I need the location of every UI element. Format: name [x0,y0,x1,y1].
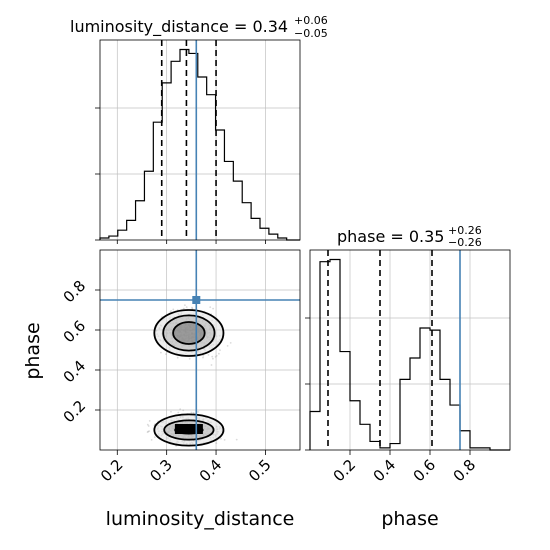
scatter-point [210,364,213,366]
scatter-point [147,425,150,427]
joint-density-panel [99,249,301,451]
luminosity-distance-title-lower: −0.05 [294,27,328,40]
scatter-point [165,353,167,355]
scatter-point [146,423,149,426]
phase-ytick-label: 0.6 [60,317,90,347]
luminosity-distance-histogram-panel [99,39,301,241]
phase-xtick-label: 0.2 [330,456,360,486]
x-axis-label-phase: phase [381,508,438,530]
scatter-point [192,411,195,414]
luminosity-xtick-label: 0.2 [97,456,127,486]
phase-title: phase = 0.35 [337,227,444,246]
luminosity-distance-histogram-line [99,48,300,241]
scatter-point [147,430,150,433]
scatter-point [177,411,180,414]
scatter-point [182,307,185,310]
scatter-point [153,436,156,439]
phase-xtick-label: 0.6 [410,456,440,486]
phase-histogram-panel [309,249,511,451]
scatter-point [215,442,218,444]
scatter-point [214,356,217,358]
luminosity-xtick-label: 0.5 [245,456,275,486]
scatter-point [191,306,193,309]
scatter-point [170,310,173,312]
phase-xtick-label: 0.8 [450,456,480,486]
scatter-point [188,357,191,360]
scatter-point [190,411,193,414]
scatter-point [172,308,175,311]
scatter-point [226,345,229,347]
x-axis-label-luminosity-distance: luminosity_distance [106,508,295,530]
scatter-point [185,306,188,308]
tick-layer: 0.2 0.3 0.4 0.5 0.2 0.4 0.6 0.8 0.2 0.4 0.6 0.8 [60,107,480,486]
density-contour-1-1 [163,419,215,441]
scatter-point [212,357,214,360]
phase-ytick-label: 0.4 [60,357,90,387]
scatter-point [197,411,199,413]
luminosity-distance-title-upper: +0.06 [294,14,328,27]
scatter-point [150,439,153,441]
density-contour-0-2 [153,309,225,357]
scatter-point [223,439,226,441]
scatter-point [148,420,151,422]
scatter-point [176,356,179,359]
luminosity-xtick-label: 0.3 [146,456,176,486]
scatter-point [207,354,210,356]
scatter-point [146,431,149,434]
scatter-point [212,307,215,310]
phase-ytick-label: 0.2 [60,397,90,427]
density-contour-0-0 [172,321,206,345]
scatter-point [179,408,182,411]
scatter-point [202,356,204,359]
phase-histogram-frame [309,249,511,451]
scatter-point [170,410,172,413]
scatter-point [202,354,205,357]
density-peak-block [174,424,203,434]
scatter-point [191,307,194,310]
scatter-point [211,355,214,358]
scatter-point [219,349,221,352]
truth-marker [192,296,201,304]
scatter-point [209,306,212,308]
scatter-point [160,351,162,354]
luminosity-distance-title: luminosity_distance = 0.34 [70,17,288,37]
scatter-point [218,352,220,355]
phase-ytick-label: 0.8 [60,277,90,307]
scatter-point [229,342,232,344]
scatter-point [182,409,185,412]
joint-density-frame [99,249,301,451]
phase-xtick-label: 0.4 [370,456,400,486]
phase-title-upper: +0.26 [448,224,482,237]
scatter-point [235,438,238,441]
phase-histogram-line [309,258,510,451]
y-axis-label-phase: phase [22,322,44,379]
scatter-point [215,354,218,357]
phase-title-lower: −0.26 [448,236,482,249]
scatter-point [184,304,186,307]
density-contour-1-2 [153,413,225,447]
luminosity-xtick-label: 0.4 [196,456,226,486]
luminosity-distance-histogram-frame [99,39,301,241]
scatter-point [220,437,222,440]
scatter-point [148,430,151,432]
density-contour-0-1 [162,314,216,352]
